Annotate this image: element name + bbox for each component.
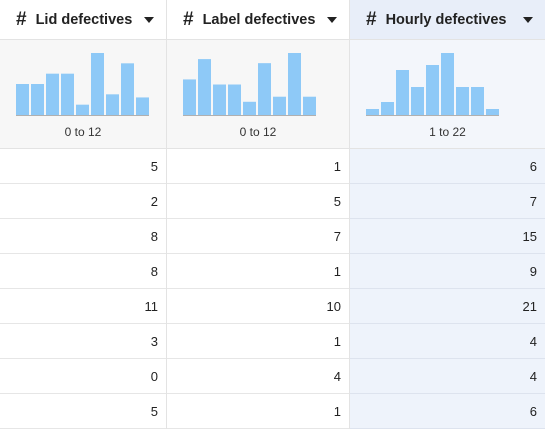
column-2: # Hourly defectives 1 to 22 6 7 15 9 21 4 4 6 — [350, 0, 545, 429]
table-cell[interactable]: 1 — [167, 254, 349, 289]
value-range: 0 to 12 — [64, 125, 102, 139]
value-range: 0 to 12 — [239, 125, 277, 139]
chevron-down-icon[interactable] — [144, 16, 154, 23]
histogram-bar — [303, 96, 316, 115]
column-1: # Label defectives 0 to 12 1 5 7 1 10 1 4 1 — [167, 0, 350, 429]
table-cell[interactable]: 8 — [0, 254, 166, 289]
histogram-bar — [456, 87, 469, 115]
table-cell[interactable]: 15 — [350, 219, 545, 254]
histogram-bar — [213, 84, 226, 115]
hash-icon: # — [183, 9, 194, 30]
column-title: Label defectives — [202, 11, 316, 28]
table-cell[interactable]: 1 — [167, 324, 349, 359]
table-cell[interactable]: 6 — [350, 149, 545, 184]
table-cell[interactable]: 0 — [0, 359, 166, 394]
histogram-bar — [426, 65, 439, 115]
table-cell[interactable]: 5 — [167, 184, 349, 219]
table-cell[interactable]: 4 — [350, 324, 545, 359]
column-header[interactable]: # Lid defectives — [0, 0, 166, 40]
table-cell[interactable]: 1 — [167, 394, 349, 429]
histogram-bar — [136, 97, 149, 115]
column-summary: 1 to 22 — [350, 40, 545, 149]
histogram-bar — [106, 94, 119, 115]
chevron-down-icon[interactable] — [327, 16, 337, 23]
table-cell[interactable]: 5 — [0, 149, 166, 184]
histogram-bar — [46, 73, 59, 115]
table-cell[interactable]: 5 — [0, 394, 166, 429]
histogram-bar — [121, 63, 134, 115]
table-cell[interactable]: 1 — [167, 149, 349, 184]
table-cell[interactable]: 4 — [350, 359, 545, 394]
column-summary: 0 to 12 — [167, 40, 349, 149]
histogram-bar — [441, 53, 454, 115]
column-header[interactable]: # Hourly defectives — [350, 0, 545, 40]
histogram-bar — [411, 87, 424, 115]
histogram — [183, 53, 316, 116]
histogram-bar — [273, 96, 286, 115]
column-title: Hourly defectives — [385, 11, 507, 28]
column-header[interactable]: # Label defectives — [167, 0, 349, 40]
hash-icon: # — [366, 9, 377, 30]
hash-icon: # — [16, 9, 27, 30]
histogram-bar — [16, 84, 29, 115]
table-cell[interactable]: 21 — [350, 289, 545, 324]
column-0: # Lid defectives 0 to 12 5 2 8 8 11 3 0 5 — [0, 0, 167, 429]
table-cell[interactable]: 7 — [350, 184, 545, 219]
table-cell[interactable]: 6 — [350, 394, 545, 429]
histogram-bar — [288, 53, 301, 115]
histogram-bar — [381, 102, 394, 115]
histogram-bar — [61, 73, 74, 115]
histogram-bar — [183, 79, 196, 115]
value-range: 1 to 22 — [429, 125, 466, 139]
histogram-bar — [31, 84, 44, 115]
histogram-bar — [396, 70, 409, 115]
table-cell[interactable]: 3 — [0, 324, 166, 359]
table-cell[interactable]: 7 — [167, 219, 349, 254]
column-title: Lid defectives — [35, 11, 133, 28]
histogram-bar — [243, 101, 256, 115]
table-cell[interactable]: 2 — [0, 184, 166, 219]
histogram-bar — [486, 109, 499, 115]
histogram-bar — [198, 59, 211, 115]
table-cell[interactable]: 8 — [0, 219, 166, 254]
histogram — [366, 53, 499, 116]
histogram-bar — [258, 63, 271, 115]
chevron-down-icon[interactable] — [523, 16, 533, 23]
column-summary: 0 to 12 — [0, 40, 166, 149]
histogram-bar — [91, 53, 104, 115]
histogram-bar — [76, 104, 89, 115]
histogram — [16, 53, 149, 116]
table-cell[interactable]: 10 — [167, 289, 349, 324]
table-cell[interactable]: 9 — [350, 254, 545, 289]
table-cell[interactable]: 11 — [0, 289, 166, 324]
histogram-bar — [228, 84, 241, 115]
histogram-bar — [366, 109, 379, 115]
histogram-bar — [471, 87, 484, 115]
table-cell[interactable]: 4 — [167, 359, 349, 394]
